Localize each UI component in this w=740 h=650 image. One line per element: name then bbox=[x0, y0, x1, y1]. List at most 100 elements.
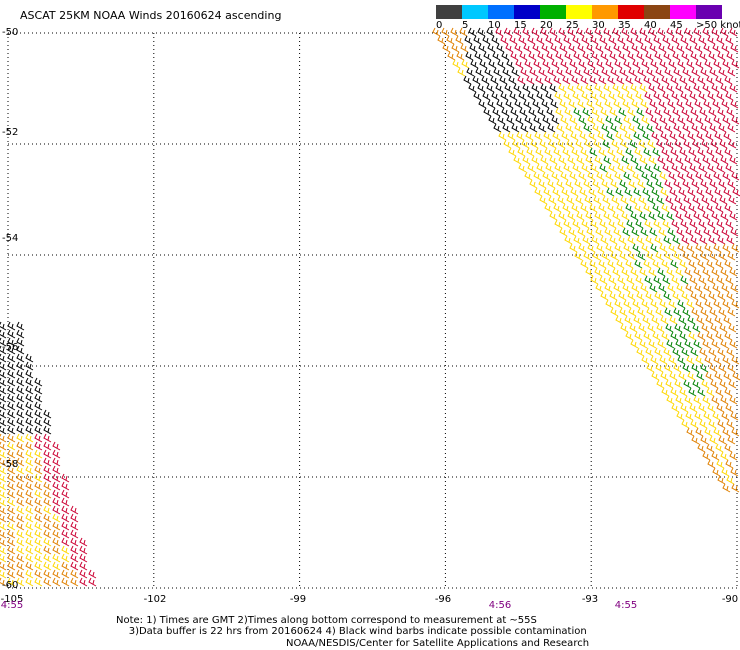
wind-barb bbox=[639, 339, 648, 349]
wind-barb bbox=[52, 521, 61, 531]
footnote-line-1: Note: 1) Times are GMT 2)Times along bot… bbox=[116, 615, 537, 626]
wind-barb bbox=[492, 51, 501, 61]
wind-barb bbox=[16, 337, 25, 347]
wind-barb bbox=[16, 401, 25, 411]
wind-barb bbox=[43, 473, 52, 483]
wind-barb bbox=[25, 417, 34, 427]
wind-barb bbox=[543, 187, 552, 197]
wind-barb bbox=[729, 451, 738, 461]
wind-barb bbox=[584, 195, 593, 205]
wind-barb bbox=[488, 115, 497, 125]
wind-barb bbox=[691, 435, 700, 445]
wind-barb bbox=[601, 123, 610, 133]
wind-barb bbox=[671, 275, 680, 285]
legend-label-9: 45 bbox=[670, 20, 683, 31]
wind-barb bbox=[549, 83, 558, 93]
wind-barb bbox=[724, 203, 733, 213]
wind-barb bbox=[729, 211, 738, 221]
wind-barb bbox=[7, 473, 16, 483]
wind-barb bbox=[34, 577, 43, 587]
wind-barb bbox=[575, 139, 584, 149]
wind-barb bbox=[621, 211, 630, 221]
wind-barb bbox=[637, 251, 646, 261]
wind-barb bbox=[666, 83, 675, 93]
wind-barb bbox=[70, 561, 79, 571]
wind-barb bbox=[16, 521, 25, 531]
footnote-line-2: 3)Data buffer is 22 hrs from 20160624 4)… bbox=[128, 626, 587, 637]
wind-barb bbox=[664, 363, 673, 373]
wind-barb bbox=[43, 505, 52, 515]
wind-barb bbox=[632, 171, 641, 181]
wind-barb bbox=[714, 315, 723, 325]
wind-barb bbox=[665, 379, 674, 389]
wind-barb bbox=[646, 251, 655, 261]
wind-barb bbox=[686, 427, 695, 437]
wind-barb bbox=[612, 155, 621, 165]
wind-barb bbox=[43, 569, 52, 579]
wind-barb bbox=[706, 443, 715, 453]
wind-barb bbox=[577, 227, 586, 237]
wind-barb bbox=[705, 315, 714, 325]
wind-barb bbox=[520, 123, 529, 133]
wind-barb bbox=[691, 363, 700, 373]
wind-barb bbox=[631, 283, 640, 293]
wind-barb bbox=[704, 59, 713, 69]
wind-barb bbox=[583, 251, 592, 261]
legend-label-4: 20 bbox=[540, 20, 553, 31]
wind-barb bbox=[574, 179, 583, 189]
wind-barb bbox=[730, 99, 739, 109]
wind-barb bbox=[681, 235, 690, 245]
wind-barb bbox=[16, 489, 25, 499]
wind-barb bbox=[725, 403, 734, 413]
wind-barb bbox=[702, 155, 711, 165]
wind-barb bbox=[479, 59, 488, 69]
wind-barb bbox=[491, 35, 500, 45]
wind-barb bbox=[688, 203, 697, 213]
wind-barb bbox=[668, 355, 677, 365]
wind-barb bbox=[695, 59, 704, 69]
wind-barb bbox=[547, 67, 556, 77]
wind-barb bbox=[25, 369, 34, 379]
wind-barb bbox=[625, 147, 634, 157]
wind-barb bbox=[667, 227, 676, 237]
wind-barb bbox=[463, 75, 472, 85]
wind-barb bbox=[719, 139, 728, 149]
wind-barb bbox=[732, 371, 740, 381]
wind-barb bbox=[679, 259, 688, 269]
wind-barb bbox=[34, 569, 43, 579]
wind-barb bbox=[700, 435, 709, 445]
wind-barb bbox=[649, 283, 658, 293]
wind-barb bbox=[612, 211, 621, 221]
wind-barb bbox=[726, 419, 735, 429]
wind-barb bbox=[0, 433, 7, 443]
wind-barb bbox=[682, 251, 691, 261]
wind-barb bbox=[512, 139, 521, 149]
wind-barb bbox=[636, 347, 645, 357]
wind-barb bbox=[25, 513, 34, 523]
wind-barb bbox=[675, 211, 684, 221]
wind-barb bbox=[655, 363, 664, 373]
wind-barb bbox=[658, 283, 667, 293]
wind-barb bbox=[678, 371, 687, 381]
wind-barb bbox=[490, 75, 499, 85]
wind-barb bbox=[654, 107, 663, 117]
wind-barb bbox=[643, 203, 652, 213]
wind-barb bbox=[537, 107, 546, 117]
wind-barb bbox=[529, 67, 538, 77]
wind-barb bbox=[726, 475, 735, 485]
wind-barb bbox=[654, 347, 663, 357]
wind-barb bbox=[672, 107, 681, 117]
legend-color-bar bbox=[436, 5, 722, 19]
wind-barb bbox=[674, 379, 683, 389]
wind-barb bbox=[647, 323, 656, 333]
wind-barb bbox=[727, 363, 736, 373]
wind-barb bbox=[596, 59, 605, 69]
wind-barb bbox=[636, 291, 645, 301]
wind-barb bbox=[34, 385, 43, 395]
wind-barb bbox=[7, 417, 16, 427]
wind-barb bbox=[43, 449, 52, 459]
wind-barb bbox=[675, 339, 684, 349]
wind-barb bbox=[635, 275, 644, 285]
wind-barb bbox=[541, 99, 550, 109]
wind-barb bbox=[522, 155, 531, 165]
